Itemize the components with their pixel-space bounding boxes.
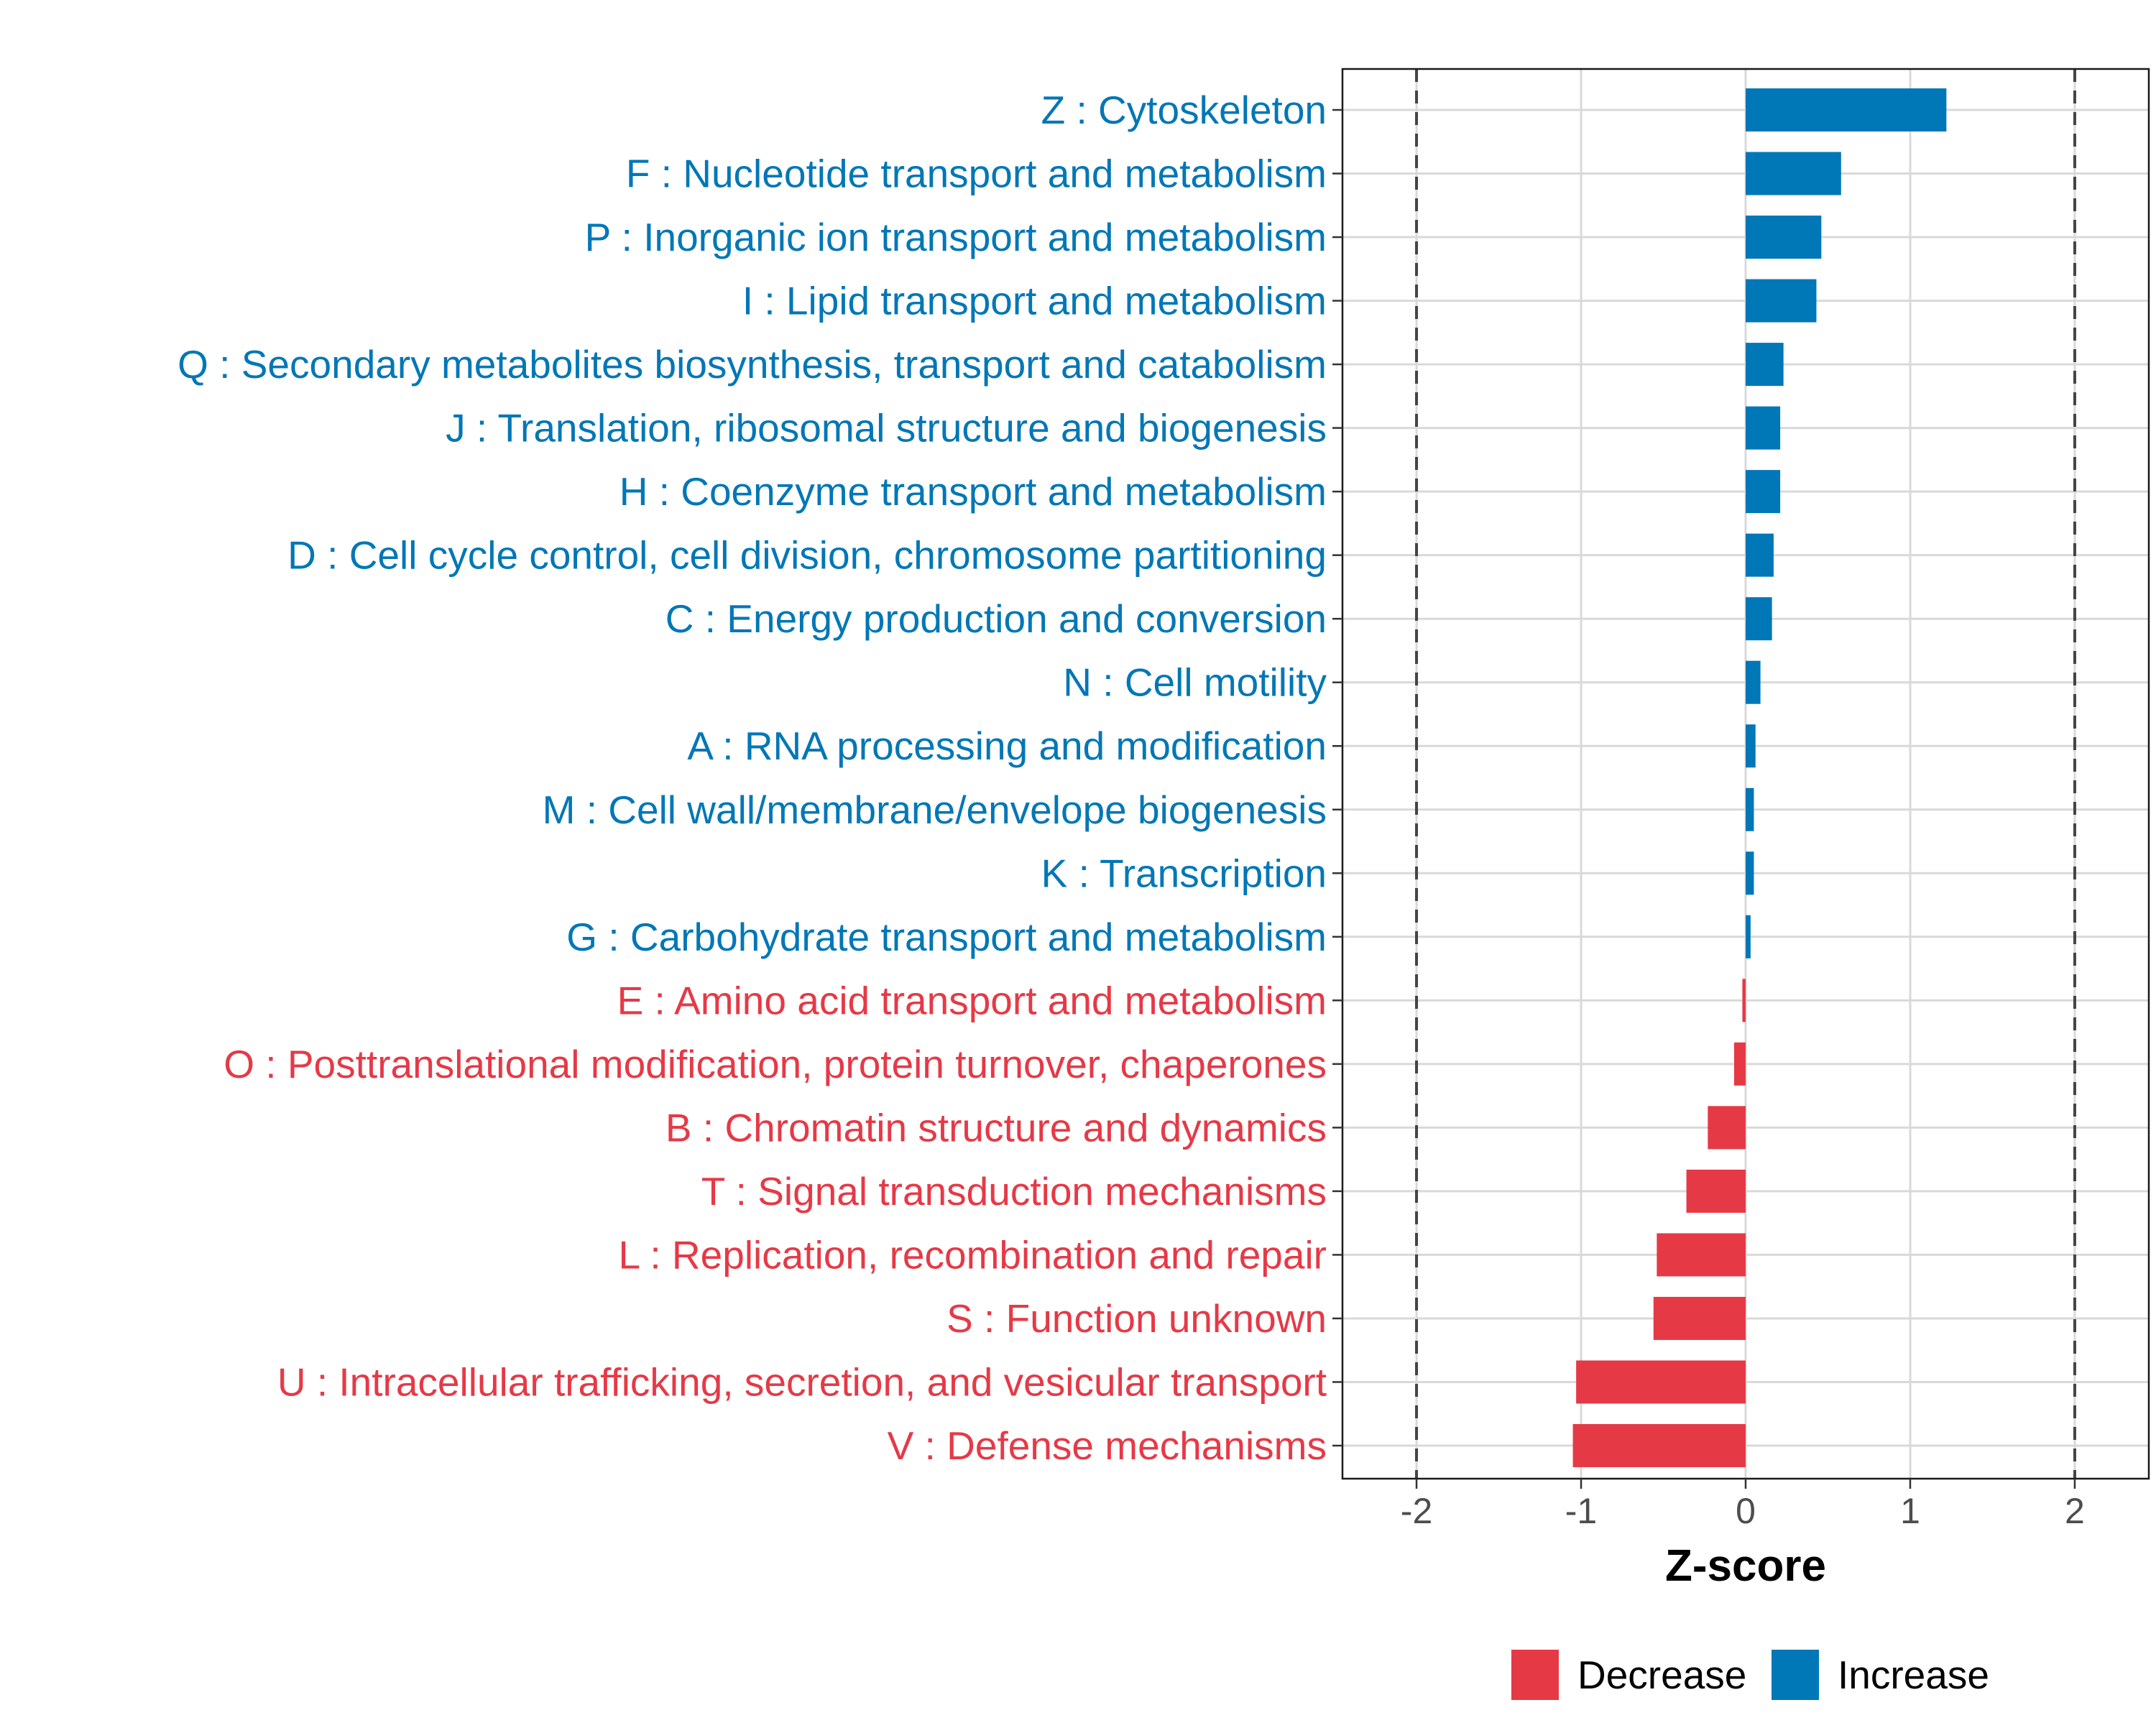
bar	[1657, 1233, 1746, 1277]
y-tick-label: G : Carbohydrate transport and metabolis…	[566, 915, 1327, 959]
bar	[1576, 1360, 1746, 1404]
y-tick-label: E : Amino acid transport and metabolism	[617, 978, 1327, 1022]
x-axis-title: Z-score	[1665, 1541, 1826, 1591]
x-tick-label: 0	[1736, 1491, 1756, 1531]
y-tick-label: I : Lipid transport and metabolism	[742, 279, 1327, 323]
x-tick-label: 2	[2065, 1491, 2085, 1531]
y-axis: Z : Cytoskeleton F : Nucleotide transport…	[178, 88, 1342, 1468]
y-tick-label: A : RNA processing and modification	[687, 724, 1327, 768]
bar	[1746, 915, 1751, 958]
bar	[1746, 152, 1841, 195]
y-tick-label: O : Posttranslational modification, prot…	[224, 1042, 1327, 1086]
bar	[1653, 1296, 1746, 1340]
bar	[1746, 343, 1784, 387]
bar	[1746, 851, 1754, 895]
y-tick-label: C : Energy production and conversion	[665, 596, 1327, 641]
legend-label: Increase	[1838, 1653, 1989, 1697]
bar	[1572, 1424, 1746, 1467]
bar	[1708, 1106, 1746, 1150]
bar	[1742, 979, 1746, 1022]
legend-label: Decrease	[1577, 1653, 1746, 1697]
bar	[1746, 470, 1781, 514]
y-tick-label: H : Coenzyme transport and metabolism	[619, 469, 1327, 514]
y-tick-label: L : Replication, recombination and repai…	[619, 1232, 1327, 1277]
legend: Decrease Increase	[1511, 1650, 1989, 1700]
bar	[1746, 533, 1774, 577]
y-tick-label: M : Cell wall/membrane/envelope biogenes…	[543, 787, 1327, 832]
y-tick-label: D : Cell cycle control, cell division, c…	[287, 533, 1327, 578]
y-tick-label: T : Signal transduction mechanisms	[701, 1169, 1327, 1214]
bar	[1746, 597, 1772, 641]
y-tick-label: F : Nucleotide transport and metabolism	[626, 152, 1327, 196]
y-tick-label: Z : Cytoskeleton	[1041, 88, 1327, 132]
bar	[1746, 406, 1781, 450]
y-tick-label: V : Defense mechanisms	[888, 1423, 1327, 1468]
bar	[1746, 216, 1822, 259]
y-tick-label: Q : Secondary metabolites biosynthesis, …	[178, 342, 1327, 387]
bar	[1746, 88, 1947, 131]
bar	[1746, 660, 1761, 704]
y-tick-label: U : Intracellular trafficking, secretion…	[277, 1359, 1327, 1404]
bar	[1686, 1169, 1746, 1213]
y-tick-label: N : Cell motility	[1063, 660, 1327, 705]
x-axis: -2 -1 0 1 2	[1401, 1479, 2085, 1531]
reference-line-layer	[1415, 69, 2076, 1479]
bar	[1746, 724, 1756, 768]
y-tick-label: B : Chromatin structure and dynamics	[665, 1105, 1327, 1150]
x-tick-label: 1	[1900, 1491, 1920, 1531]
y-tick-label: P : Inorganic ion transport and metaboli…	[585, 215, 1327, 259]
bar-layer	[1572, 88, 1947, 1467]
y-tick-label: J : Translation, ribosomal structure and…	[446, 406, 1327, 451]
y-tick-label: K : Transcription	[1041, 851, 1327, 895]
y-tick-label: S : Function unknown	[946, 1296, 1327, 1341]
x-tick-label: -2	[1401, 1491, 1432, 1531]
x-tick-label: -1	[1565, 1491, 1597, 1531]
bar	[1746, 279, 1817, 323]
bar	[1746, 787, 1754, 831]
legend-swatch	[1511, 1650, 1559, 1700]
bar	[1733, 1042, 1746, 1086]
legend-swatch	[1772, 1650, 1819, 1700]
